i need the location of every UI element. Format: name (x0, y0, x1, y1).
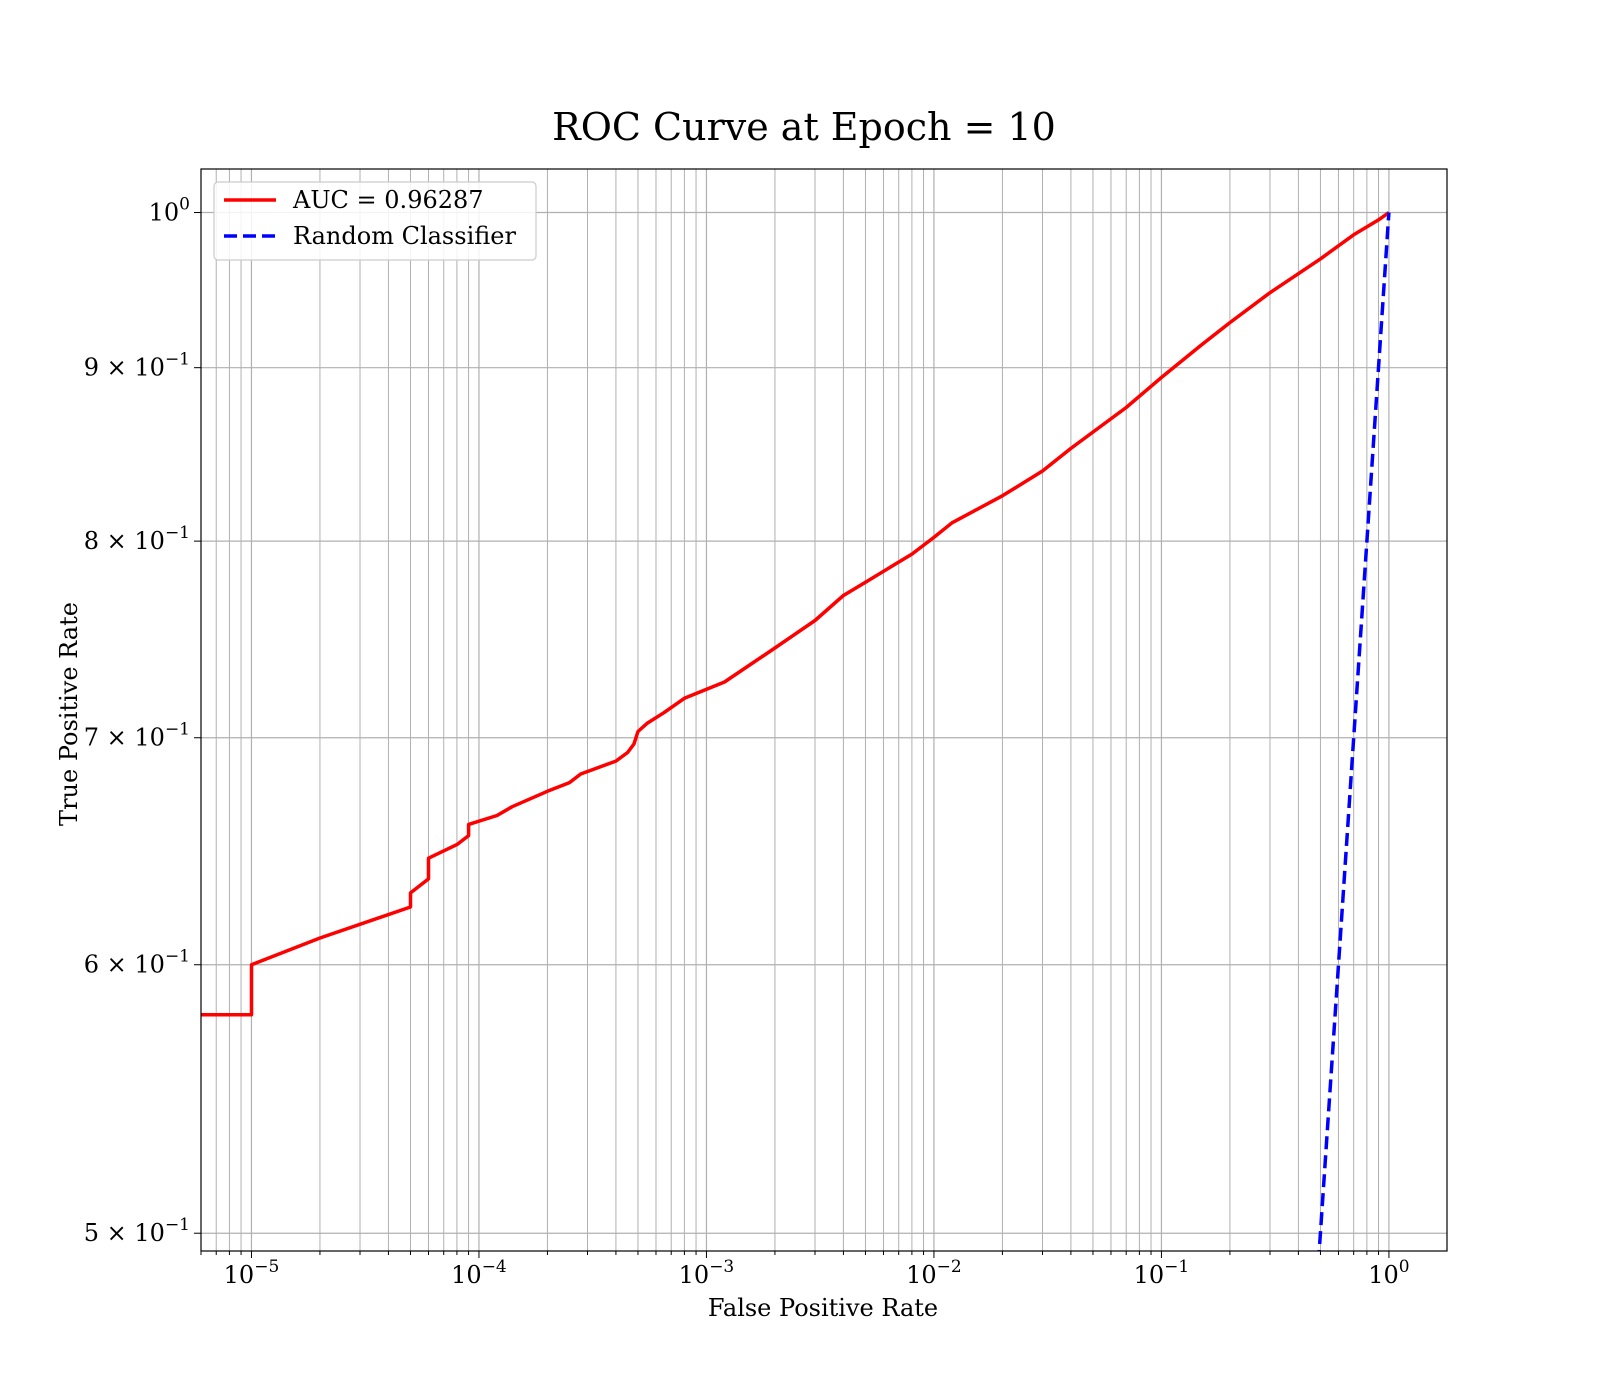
x-tick-base: 10 (679, 1261, 710, 1289)
x-tick-base: 10 (906, 1261, 937, 1289)
x-tick-base: 10 (1368, 1261, 1399, 1289)
y-tick-base: 9 × 10 (84, 354, 165, 382)
x-tick-exponent: −5 (254, 1257, 279, 1277)
y-tick-exponent: −1 (165, 947, 190, 967)
legend: AUC = 0.96287 Random Classifier (213, 181, 537, 261)
x-tick-exponent: −1 (1164, 1257, 1189, 1277)
x-axis-label: False Positive Rate (708, 1294, 938, 1322)
y-tick-base: 8 × 10 (84, 527, 165, 555)
x-tick-labels: 10−5 10−4 10−3 10−2 10−1 100 (224, 1257, 1410, 1289)
x-tick-base: 10 (1134, 1261, 1165, 1289)
y-tick-base: 5 × 10 (84, 1219, 165, 1247)
x-tick-label: 100 (1368, 1257, 1409, 1289)
y-axis-label: True Positive Rate (55, 602, 83, 826)
y-tick-exponent: −1 (165, 350, 190, 370)
x-tick-base: 10 (224, 1261, 255, 1289)
legend-label-auc: AUC = 0.96287 (292, 186, 484, 214)
y-tick-exponent: −1 (165, 720, 190, 740)
y-tick-exponent: −1 (165, 523, 190, 543)
y-tick-base: 6 × 10 (84, 951, 165, 979)
plot-series (201, 211, 1391, 1251)
x-tick-label: 10−2 (906, 1257, 962, 1289)
grid (200, 169, 1447, 1251)
axis-ticks (194, 212, 1390, 1258)
roc-curve-line (201, 211, 1390, 1017)
x-tick-label: 10−5 (224, 1257, 280, 1289)
y-tick-labels: 5 × 10−16 × 10−17 × 10−18 × 10−19 × 10−1… (84, 195, 190, 1248)
y-tick-label: 100 (149, 195, 190, 227)
random-classifier-line (1317, 212, 1391, 1251)
chart-title: ROC Curve at Epoch = 10 (552, 105, 1056, 149)
y-tick-exponent: 0 (179, 195, 190, 215)
y-tick-label: 8 × 10−1 (84, 523, 190, 555)
x-tick-label: 10−1 (1134, 1257, 1190, 1289)
x-tick-exponent: −2 (937, 1257, 962, 1277)
y-tick-exponent: −1 (165, 1215, 190, 1235)
plot-frame (200, 168, 1448, 1252)
y-tick-label: 7 × 10−1 (84, 720, 190, 752)
x-tick-exponent: −4 (482, 1257, 507, 1277)
legend-box (213, 181, 537, 261)
x-tick-exponent: −3 (709, 1257, 734, 1277)
x-tick-label: 10−3 (679, 1257, 735, 1289)
y-tick-label: 5 × 10−1 (84, 1215, 190, 1247)
legend-label-random: Random Classifier (293, 222, 516, 250)
y-tick-label: 6 × 10−1 (84, 947, 190, 979)
x-tick-base: 10 (451, 1261, 482, 1289)
x-tick-label: 10−4 (451, 1257, 507, 1289)
y-tick-base: 10 (149, 199, 180, 227)
y-tick-label: 9 × 10−1 (84, 350, 190, 382)
y-tick-base: 7 × 10 (84, 724, 165, 752)
x-tick-exponent: 0 (1399, 1257, 1410, 1277)
